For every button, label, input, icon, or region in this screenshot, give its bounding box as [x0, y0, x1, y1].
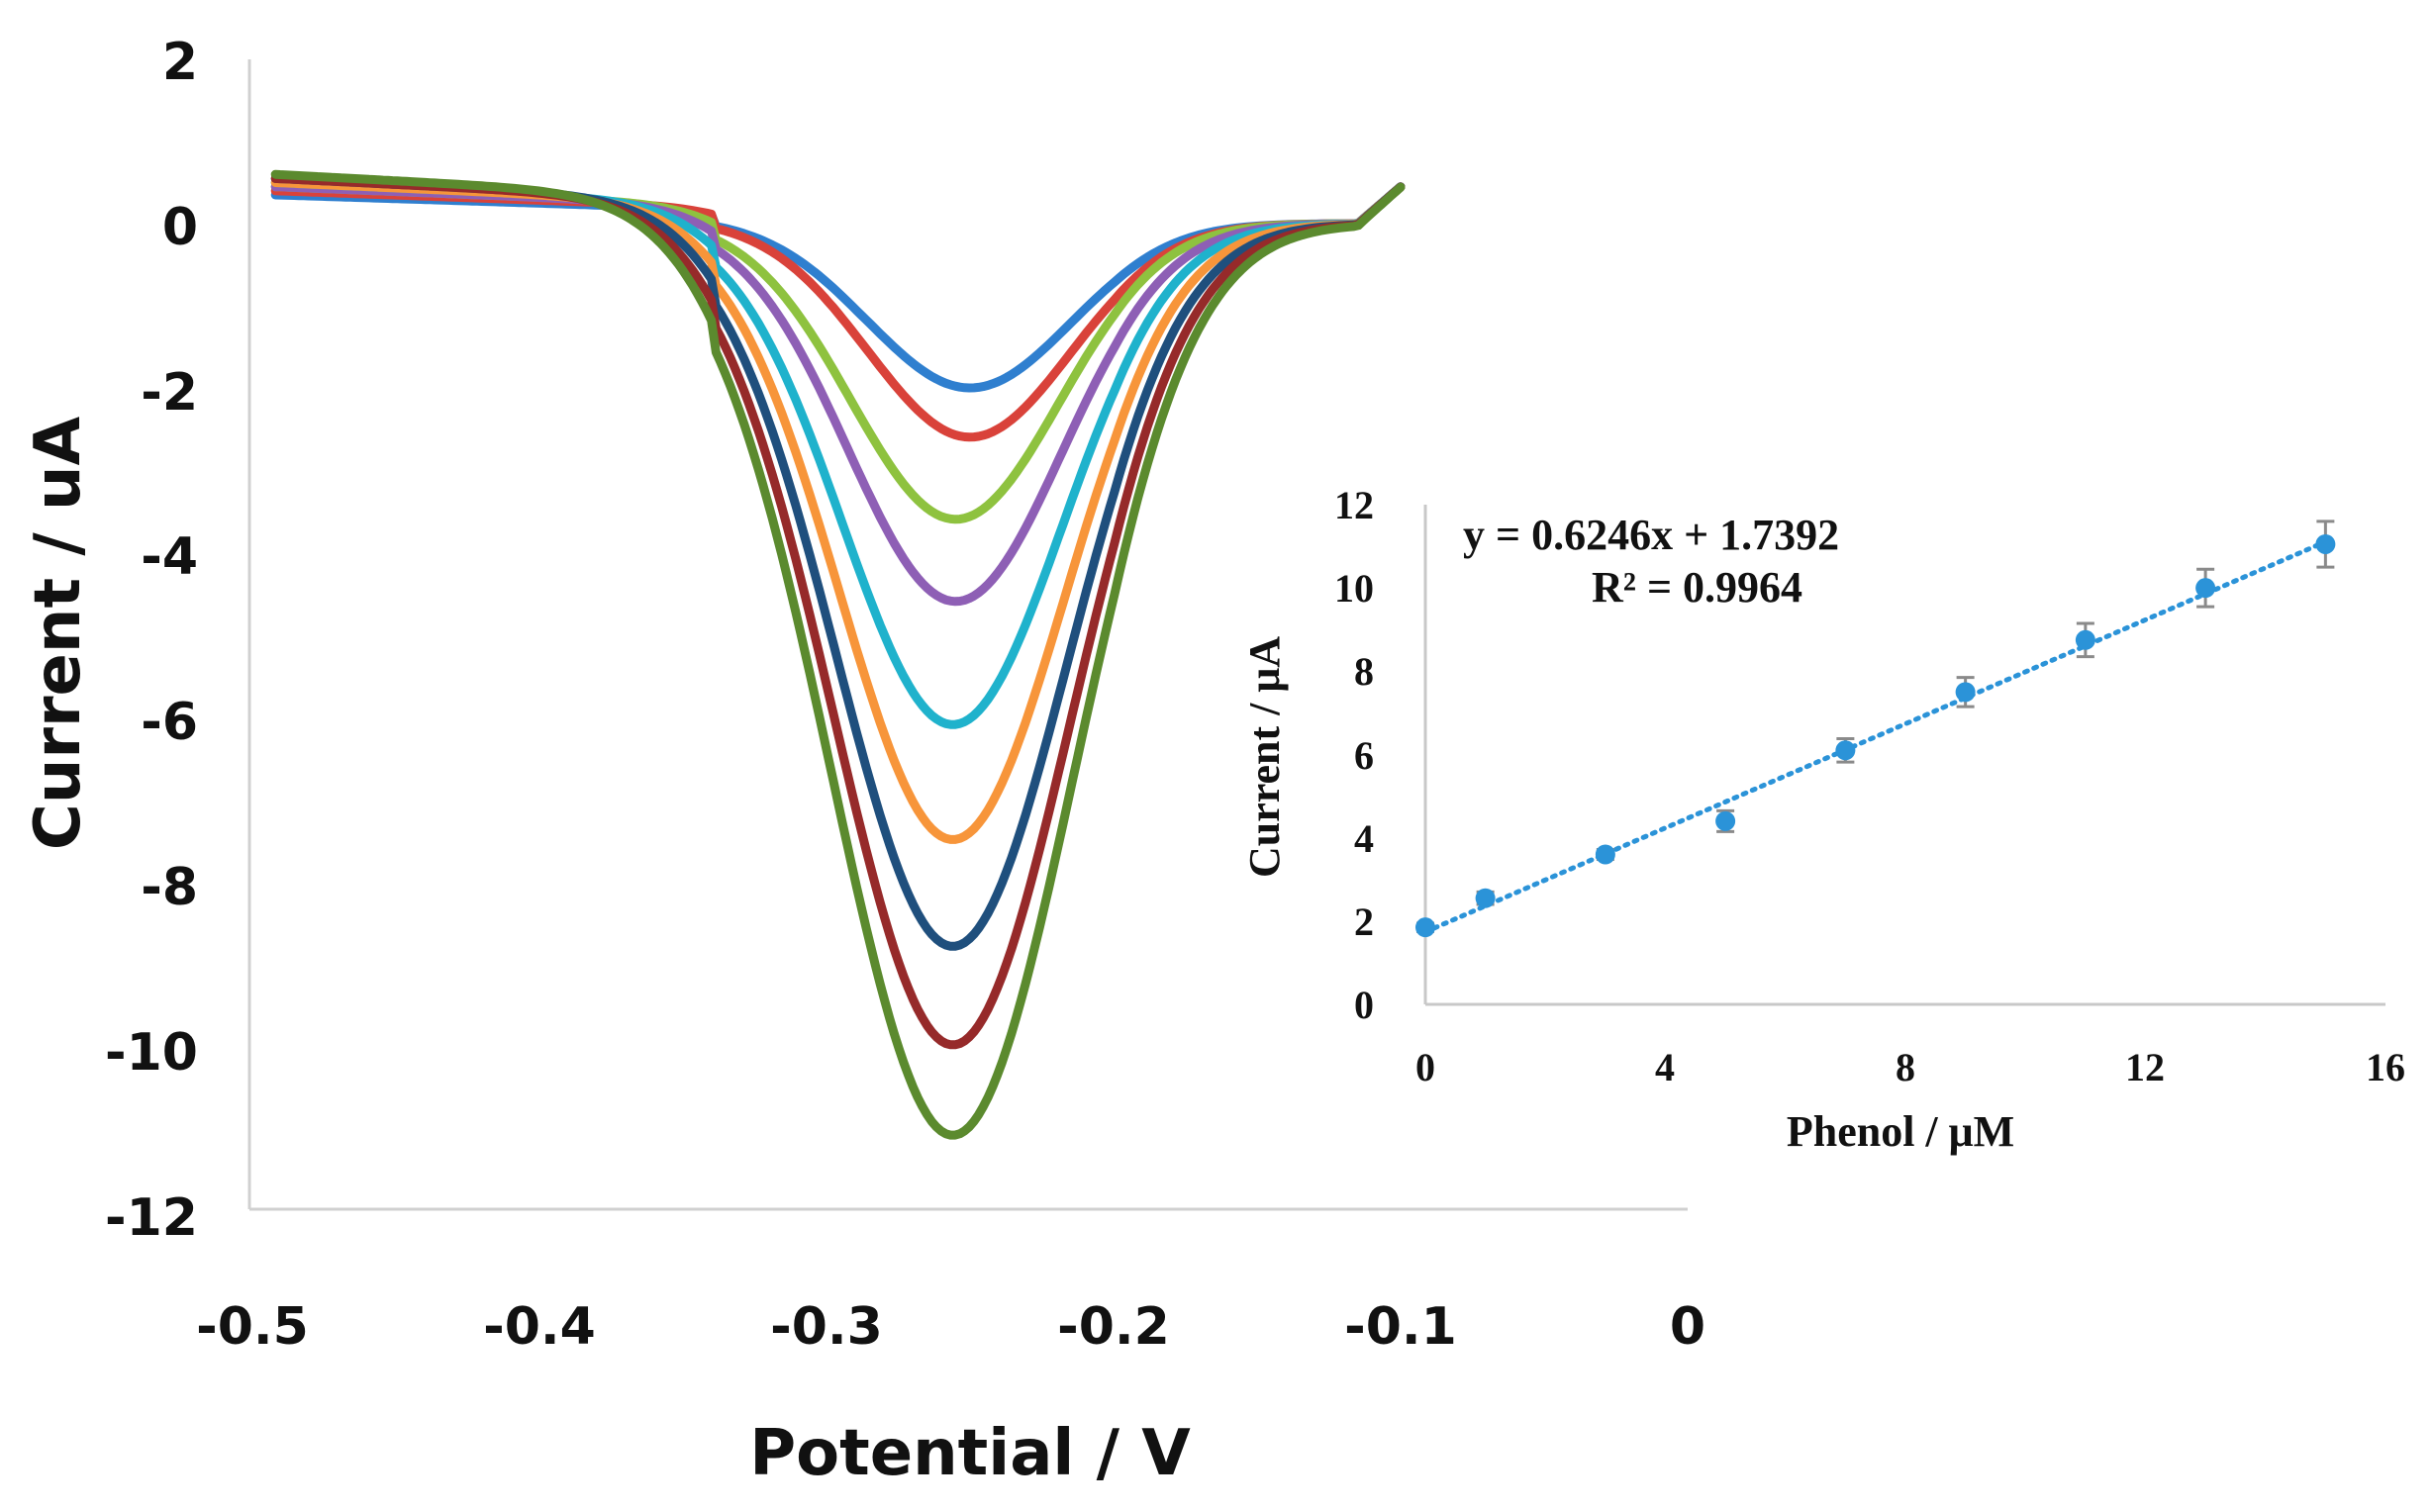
data-point: [2075, 629, 2095, 650]
main-y-tick-label: -12: [105, 1188, 198, 1248]
inset-y-axis-label: Current / μA: [1240, 636, 1289, 878]
voltammogram-curve-olive-green: [270, 169, 1406, 1140]
main-x-tick-label: -0.3: [770, 1297, 883, 1357]
data-point: [1955, 682, 1976, 703]
data-point: [1715, 810, 1736, 831]
inset-y-tick-label: 6: [1354, 733, 1374, 778]
main-y-tick-label: -2: [141, 363, 198, 423]
main-y-tick-label: 0: [162, 198, 198, 257]
inset-y-tick-label: 4: [1354, 816, 1374, 861]
inset-y-tick-label: 10: [1334, 566, 1374, 611]
inset-x-tick-label: 0: [1415, 1045, 1435, 1089]
main-y-tick-label: -6: [141, 693, 198, 752]
main-x-tick-label: -0.1: [1344, 1297, 1457, 1357]
inset-x-tick-label: 16: [2366, 1045, 2405, 1089]
data-point: [2195, 578, 2216, 599]
main-x-tick-label: 0: [1670, 1297, 1705, 1357]
data-point: [2315, 533, 2336, 554]
inset-y-tick-label: 8: [1354, 649, 1374, 694]
inset-y-tick-label: 12: [1334, 483, 1374, 527]
inset-x-tick-label: 4: [1655, 1045, 1675, 1089]
data-point: [1415, 917, 1435, 938]
main-x-tick-label: -0.2: [1057, 1297, 1170, 1357]
data-point: [1595, 844, 1615, 865]
trendline-equation: y = 0.6246x + 1.7392: [1463, 511, 1839, 559]
main-y-tick-label: 2: [162, 33, 198, 92]
inset-y-tick-label: 0: [1354, 983, 1374, 1027]
inset-chart: 0 2 4 6 8 10 12 0 4 8 12 16 Phenol / μM …: [1240, 483, 2405, 1156]
trendline-r-squared: R² = 0.9964: [1592, 563, 1802, 612]
inset-trend: [1422, 539, 2328, 935]
inset-points: [1415, 520, 2336, 938]
main-y-tick-label: -8: [141, 858, 198, 917]
inset-x-axis-label: Phenol / μM: [1787, 1107, 2014, 1156]
main-y-ticks: 2 0 -2 -4 -6 -8 -10 -12: [105, 33, 198, 1248]
inset-x-ticks: 0 4 8 12 16: [1415, 1045, 2405, 1089]
main-x-tick-label: -0.5: [196, 1297, 309, 1357]
inset-x-tick-label: 8: [1896, 1045, 1915, 1089]
main-chart: 2 0 -2 -4 -6 -8 -10 -12 -0.5 -0.4 -0.3 -…: [22, 33, 1705, 1490]
main-x-ticks: -0.5 -0.4 -0.3 -0.2 -0.1 0: [196, 1297, 1705, 1357]
trendline: [1422, 539, 2328, 935]
data-point: [1835, 740, 1856, 761]
data-point: [1475, 888, 1496, 908]
inset-x-tick-label: 12: [2125, 1045, 2165, 1089]
inset-y-ticks: 0 2 4 6 8 10 12: [1334, 483, 1374, 1027]
main-x-tick-label: -0.4: [483, 1297, 596, 1357]
main-y-tick-label: -4: [141, 527, 198, 587]
main-curves: [270, 169, 1406, 1140]
main-x-axis-label: Potential / V: [749, 1417, 1191, 1490]
main-y-tick-label: -10: [105, 1023, 198, 1083]
inset-y-tick-label: 2: [1354, 899, 1374, 944]
main-y-axis-label: Current / uA: [22, 416, 95, 850]
